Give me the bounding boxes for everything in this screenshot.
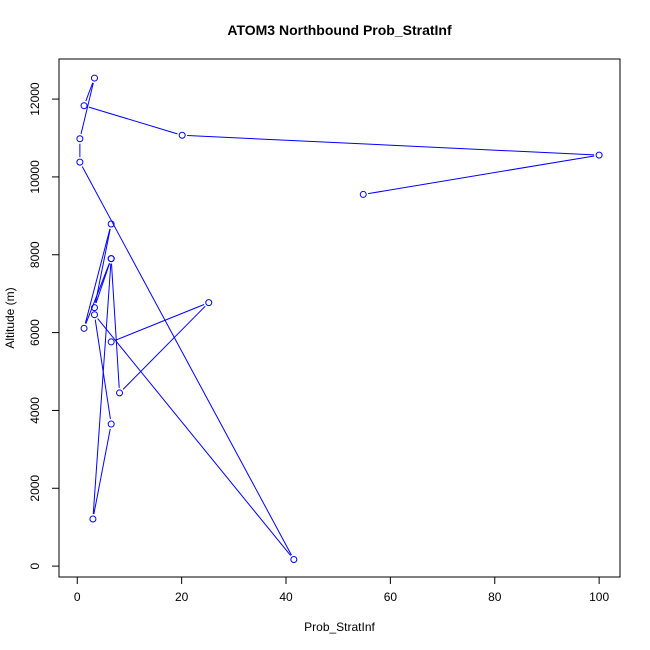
data-point [89,515,97,523]
y-axis: 0 2000 4000 6000 8000 10000 12000 [28,82,60,569]
series-line-segment [94,228,111,303]
series-line-segment [94,319,111,420]
y-tick-label: 12000 [28,82,42,116]
series-line-segment [84,228,111,324]
series-line-segment [115,304,205,341]
data-point [290,555,298,563]
series-line-segment [88,106,178,135]
data-point [178,131,186,139]
data-point [595,151,603,159]
data-point [107,338,115,346]
series-line-segment [85,82,94,102]
data-point [107,220,115,228]
series-line-segment [85,263,110,324]
series-line-segment [122,305,206,390]
y-tick-label: 8000 [28,241,42,268]
x-tick-label: 100 [589,590,609,604]
data-point [107,420,115,428]
data-point [76,135,84,143]
data-point [90,311,98,319]
chart-title: ATOM3 Northbound Prob_StratInf [227,22,452,38]
data-point [359,190,367,198]
series-line-segment [93,428,111,515]
series-line-segment [110,263,120,388]
series-line-segment [95,263,111,304]
x-tick-label: 20 [175,590,189,604]
data-point [107,255,115,263]
data-point [80,102,88,110]
series-layer [76,74,603,563]
y-tick-label: 6000 [28,319,42,346]
x-tick-label: 60 [384,590,398,604]
y-tick-label: 0 [28,562,42,569]
series-line-segment [92,263,112,515]
x-tick-label: 40 [279,590,293,604]
data-point [76,158,84,166]
series-line-segment [97,318,292,556]
y-tick-label: 2000 [28,475,42,502]
y-axis-title: Altitude (m) [3,287,17,348]
x-axis-title: Prob_StratInf [304,620,375,634]
series-line-segment [187,135,595,156]
data-point [90,74,98,82]
data-point [80,324,88,332]
x-tick-label: 80 [488,590,502,604]
series-line-segment [80,82,94,135]
data-point [116,389,124,397]
y-tick-label: 4000 [28,397,42,424]
x-tick-label: 0 [74,590,81,604]
x-axis: 0 20 40 60 80 100 [74,576,609,604]
y-tick-label: 10000 [28,160,42,194]
data-point [205,299,213,307]
series-line-segment [81,166,292,556]
plot-box [58,58,621,578]
data-point [90,304,98,312]
series-line-segment [368,155,595,195]
